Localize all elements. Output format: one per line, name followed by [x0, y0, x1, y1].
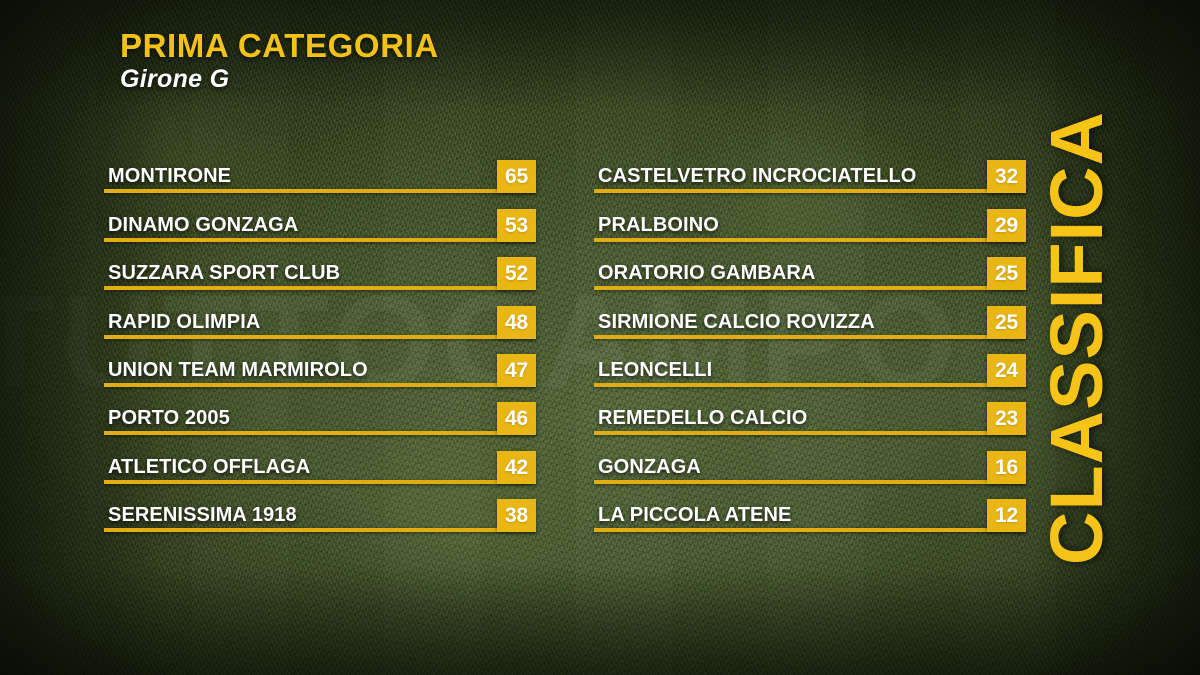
row-underline: [594, 189, 1026, 194]
points-value: 12: [995, 504, 1018, 528]
standings-column-left: MONTIRONE 65 DINAMO GONZAGA 53 SUZZARA SPORT…: [104, 150, 536, 537]
points-value: 42: [505, 455, 528, 479]
team-name: LEONCELLI: [598, 358, 713, 381]
standings-row: UNION TEAM MARMIROLO 47: [104, 344, 536, 392]
standings-row: PORTO 2005 46: [104, 392, 536, 440]
row-underline: [104, 479, 536, 484]
points-value: 25: [995, 310, 1018, 334]
standings-row: ATLETICO OFFLAGA 42: [104, 440, 536, 488]
standings-row: ORATORIO GAMBARA 25: [594, 247, 1026, 295]
row-underline: [104, 431, 536, 436]
row-underline: [104, 189, 536, 194]
points-value: 52: [505, 262, 528, 286]
points-value: 38: [505, 504, 528, 528]
points-badge: 53: [497, 208, 536, 242]
points-badge: 65: [497, 160, 536, 194]
page-subtitle: Girone G: [120, 64, 230, 93]
points-value: 65: [505, 165, 528, 189]
points-value: 48: [505, 310, 528, 334]
standings-row: DINAMO GONZAGA 53: [104, 198, 536, 246]
points-value: 47: [505, 358, 528, 382]
team-name: REMEDELLO CALCIO: [598, 407, 808, 430]
row-underline: [594, 528, 1026, 533]
points-value: 23: [995, 407, 1018, 431]
standings-column-right: CASTELVETRO INCROCIATELLO 32 PRALBOINO 29 OR…: [594, 150, 1026, 537]
row-underline: [594, 431, 1026, 436]
team-name: MONTIRONE: [108, 165, 232, 188]
team-name: UNION TEAM MARMIROLO: [108, 358, 368, 381]
points-badge: 29: [987, 208, 1026, 242]
row-underline: [594, 382, 1026, 387]
standings-row: REMEDELLO CALCIO 23: [594, 392, 1026, 440]
team-name: SIRMIONE CALCIO ROVIZZA: [598, 310, 875, 333]
points-badge: 25: [987, 305, 1026, 339]
points-badge: 24: [987, 353, 1026, 387]
points-value: 46: [505, 407, 528, 431]
team-name: LA PICCOLA ATENE: [598, 504, 792, 527]
points-value: 29: [995, 213, 1018, 237]
standings-row: GONZAGA 16: [594, 440, 1026, 488]
row-underline: [594, 286, 1026, 291]
points-badge: 23: [987, 402, 1026, 436]
team-name: GONZAGA: [598, 455, 701, 478]
team-name: ORATORIO GAMBARA: [598, 262, 816, 285]
points-badge: 52: [497, 257, 536, 291]
points-badge: 12: [987, 499, 1026, 533]
standings-row: RAPID OLIMPIA 48: [104, 295, 536, 343]
team-name: PRALBOINO: [598, 213, 719, 236]
points-badge: 48: [497, 305, 536, 339]
team-name: RAPID OLIMPIA: [108, 310, 261, 333]
team-name: DINAMO GONZAGA: [108, 213, 299, 236]
row-underline: [594, 334, 1026, 339]
row-underline: [104, 237, 536, 242]
points-badge: 47: [497, 353, 536, 387]
points-badge: 32: [987, 160, 1026, 194]
points-badge: 16: [987, 450, 1026, 484]
row-underline: [104, 382, 536, 387]
row-underline: [104, 286, 536, 291]
points-value: 16: [995, 455, 1018, 479]
team-name: SERENISSIMA 1918: [108, 504, 297, 527]
header: PRIMA CATEGORIA Girone G: [120, 28, 439, 93]
standings-row: MONTIRONE 65: [104, 150, 536, 198]
classifica-side-label: CLASSIFICA: [1035, 110, 1118, 565]
points-value: 32: [995, 165, 1018, 189]
page-title: PRIMA CATEGORIA: [120, 27, 439, 64]
team-name: CASTELVETRO INCROCIATELLO: [598, 165, 917, 188]
standings-row: CASTELVETRO INCROCIATELLO 32: [594, 150, 1026, 198]
standings-row: SERENISSIMA 1918 38: [104, 489, 536, 537]
standings-row: LEONCELLI 24: [594, 344, 1026, 392]
standings-row: SUZZARA SPORT CLUB 52: [104, 247, 536, 295]
points-value: 25: [995, 262, 1018, 286]
points-badge: 25: [987, 257, 1026, 291]
points-value: 53: [505, 213, 528, 237]
standings-row: SIRMIONE CALCIO ROVIZZA 25: [594, 295, 1026, 343]
row-underline: [594, 479, 1026, 484]
points-value: 24: [995, 358, 1018, 382]
row-underline: [594, 237, 1026, 242]
row-underline: [104, 334, 536, 339]
team-name: SUZZARA SPORT CLUB: [108, 262, 341, 285]
team-name: PORTO 2005: [108, 407, 230, 430]
standings-row: LA PICCOLA ATENE 12: [594, 489, 1026, 537]
row-underline: [104, 528, 536, 533]
points-badge: 42: [497, 450, 536, 484]
points-badge: 46: [497, 402, 536, 436]
points-badge: 38: [497, 499, 536, 533]
standings-row: PRALBOINO 29: [594, 198, 1026, 246]
team-name: ATLETICO OFFLAGA: [108, 455, 311, 478]
